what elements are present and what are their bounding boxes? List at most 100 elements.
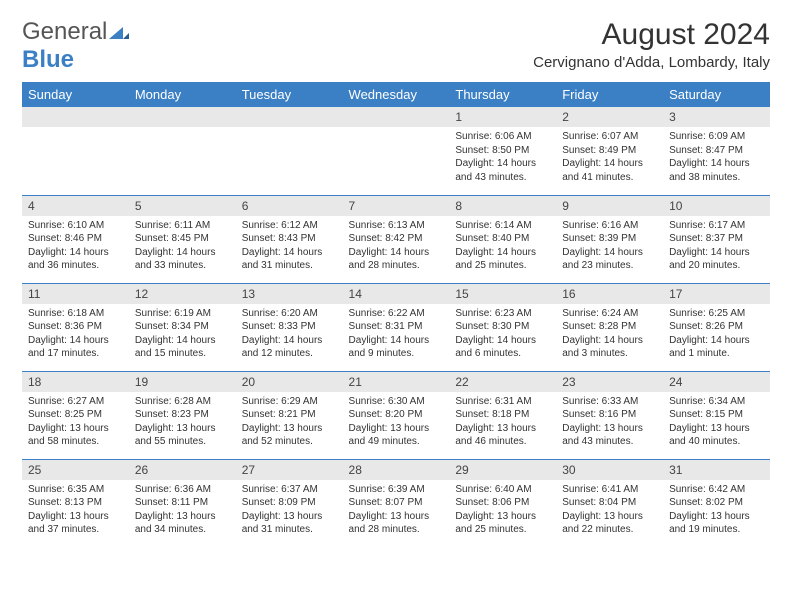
day-number: 1 [449,107,556,127]
day-number: 13 [236,284,343,304]
day-data: Sunrise: 6:39 AMSunset: 8:07 PMDaylight:… [343,480,450,541]
day-number: 5 [129,196,236,216]
week-row: 1Sunrise: 6:06 AMSunset: 8:50 PMDaylight… [22,107,770,195]
day-number: 28 [343,460,450,480]
day-number: 4 [22,196,129,216]
title-block: August 2024 Cervignano d'Adda, Lombardy,… [533,18,770,71]
day-cell [343,107,450,195]
day-data: Sunrise: 6:18 AMSunset: 8:36 PMDaylight:… [22,304,129,365]
weekday-header: Saturday [663,82,770,107]
day-cell: 29Sunrise: 6:40 AMSunset: 8:06 PMDayligh… [449,459,556,547]
day-number: 19 [129,372,236,392]
day-cell: 31Sunrise: 6:42 AMSunset: 8:02 PMDayligh… [663,459,770,547]
week-row: 4Sunrise: 6:10 AMSunset: 8:46 PMDaylight… [22,195,770,283]
day-data: Sunrise: 6:13 AMSunset: 8:42 PMDaylight:… [343,216,450,277]
day-data: Sunrise: 6:09 AMSunset: 8:47 PMDaylight:… [663,127,770,188]
day-number: 23 [556,372,663,392]
day-data: Sunrise: 6:24 AMSunset: 8:28 PMDaylight:… [556,304,663,365]
day-cell: 24Sunrise: 6:34 AMSunset: 8:15 PMDayligh… [663,371,770,459]
week-row: 11Sunrise: 6:18 AMSunset: 8:36 PMDayligh… [22,283,770,371]
day-data-empty [236,127,343,177]
day-data: Sunrise: 6:25 AMSunset: 8:26 PMDaylight:… [663,304,770,365]
weekday-header: Sunday [22,82,129,107]
day-cell: 17Sunrise: 6:25 AMSunset: 8:26 PMDayligh… [663,283,770,371]
day-number: 16 [556,284,663,304]
day-data: Sunrise: 6:23 AMSunset: 8:30 PMDaylight:… [449,304,556,365]
day-cell: 3Sunrise: 6:09 AMSunset: 8:47 PMDaylight… [663,107,770,195]
day-number: 14 [343,284,450,304]
day-data: Sunrise: 6:14 AMSunset: 8:40 PMDaylight:… [449,216,556,277]
brand-text-2: Blue [22,46,74,73]
day-number: 26 [129,460,236,480]
day-cell: 7Sunrise: 6:13 AMSunset: 8:42 PMDaylight… [343,195,450,283]
day-cell: 2Sunrise: 6:07 AMSunset: 8:49 PMDaylight… [556,107,663,195]
day-data: Sunrise: 6:37 AMSunset: 8:09 PMDaylight:… [236,480,343,541]
brand-logo: GeneralBlue [22,18,129,74]
day-data: Sunrise: 6:42 AMSunset: 8:02 PMDaylight:… [663,480,770,541]
day-cell: 6Sunrise: 6:12 AMSunset: 8:43 PMDaylight… [236,195,343,283]
week-row: 18Sunrise: 6:27 AMSunset: 8:25 PMDayligh… [22,371,770,459]
day-number: 12 [129,284,236,304]
day-data: Sunrise: 6:33 AMSunset: 8:16 PMDaylight:… [556,392,663,453]
day-number: 2 [556,107,663,127]
day-data: Sunrise: 6:30 AMSunset: 8:20 PMDaylight:… [343,392,450,453]
day-cell: 27Sunrise: 6:37 AMSunset: 8:09 PMDayligh… [236,459,343,547]
brand-text-1: General [22,18,107,45]
weekday-header: Tuesday [236,82,343,107]
day-cell: 15Sunrise: 6:23 AMSunset: 8:30 PMDayligh… [449,283,556,371]
day-cell: 1Sunrise: 6:06 AMSunset: 8:50 PMDaylight… [449,107,556,195]
day-number: 6 [236,196,343,216]
day-cell: 4Sunrise: 6:10 AMSunset: 8:46 PMDaylight… [22,195,129,283]
day-number: 17 [663,284,770,304]
day-data-empty [129,127,236,177]
day-data: Sunrise: 6:10 AMSunset: 8:46 PMDaylight:… [22,216,129,277]
weekday-header: Monday [129,82,236,107]
day-number: 9 [556,196,663,216]
day-data-empty [343,127,450,177]
day-cell [22,107,129,195]
day-cell [236,107,343,195]
header: GeneralBlue August 2024 Cervignano d'Add… [22,18,770,74]
day-cell: 11Sunrise: 6:18 AMSunset: 8:36 PMDayligh… [22,283,129,371]
day-data: Sunrise: 6:22 AMSunset: 8:31 PMDaylight:… [343,304,450,365]
day-data: Sunrise: 6:20 AMSunset: 8:33 PMDaylight:… [236,304,343,365]
day-number-empty [22,107,129,127]
day-cell: 30Sunrise: 6:41 AMSunset: 8:04 PMDayligh… [556,459,663,547]
weekday-header: Wednesday [343,82,450,107]
day-data: Sunrise: 6:16 AMSunset: 8:39 PMDaylight:… [556,216,663,277]
day-data: Sunrise: 6:31 AMSunset: 8:18 PMDaylight:… [449,392,556,453]
day-data: Sunrise: 6:36 AMSunset: 8:11 PMDaylight:… [129,480,236,541]
day-cell: 16Sunrise: 6:24 AMSunset: 8:28 PMDayligh… [556,283,663,371]
brand-icon [109,18,129,46]
weekday-header-row: SundayMondayTuesdayWednesdayThursdayFrid… [22,82,770,107]
day-cell: 9Sunrise: 6:16 AMSunset: 8:39 PMDaylight… [556,195,663,283]
day-number: 24 [663,372,770,392]
day-cell: 8Sunrise: 6:14 AMSunset: 8:40 PMDaylight… [449,195,556,283]
day-number-empty [343,107,450,127]
location-subtitle: Cervignano d'Adda, Lombardy, Italy [533,54,770,71]
week-row: 25Sunrise: 6:35 AMSunset: 8:13 PMDayligh… [22,459,770,547]
day-data: Sunrise: 6:29 AMSunset: 8:21 PMDaylight:… [236,392,343,453]
day-cell: 26Sunrise: 6:36 AMSunset: 8:11 PMDayligh… [129,459,236,547]
day-cell: 5Sunrise: 6:11 AMSunset: 8:45 PMDaylight… [129,195,236,283]
day-number: 20 [236,372,343,392]
day-cell: 25Sunrise: 6:35 AMSunset: 8:13 PMDayligh… [22,459,129,547]
day-number: 30 [556,460,663,480]
day-data: Sunrise: 6:40 AMSunset: 8:06 PMDaylight:… [449,480,556,541]
day-number: 21 [343,372,450,392]
day-number: 3 [663,107,770,127]
day-number: 15 [449,284,556,304]
day-number: 7 [343,196,450,216]
day-number: 29 [449,460,556,480]
day-data: Sunrise: 6:41 AMSunset: 8:04 PMDaylight:… [556,480,663,541]
day-number: 11 [22,284,129,304]
day-number: 27 [236,460,343,480]
day-number: 25 [22,460,129,480]
calendar-table: SundayMondayTuesdayWednesdayThursdayFrid… [22,82,770,547]
day-data: Sunrise: 6:28 AMSunset: 8:23 PMDaylight:… [129,392,236,453]
day-cell: 12Sunrise: 6:19 AMSunset: 8:34 PMDayligh… [129,283,236,371]
day-number: 10 [663,196,770,216]
day-cell: 18Sunrise: 6:27 AMSunset: 8:25 PMDayligh… [22,371,129,459]
day-data: Sunrise: 6:19 AMSunset: 8:34 PMDaylight:… [129,304,236,365]
day-data-empty [22,127,129,177]
